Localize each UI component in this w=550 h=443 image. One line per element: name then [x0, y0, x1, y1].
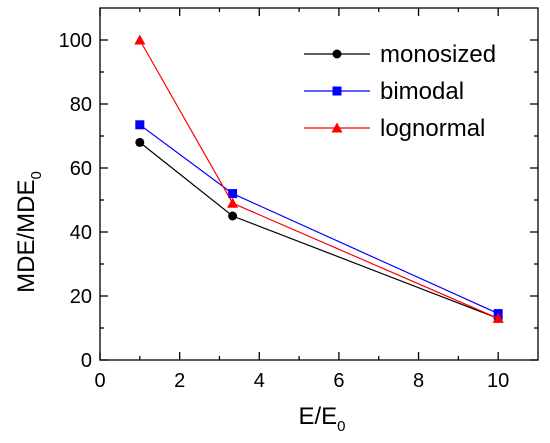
legend-label: lognormal	[380, 115, 485, 142]
series-group	[134, 34, 504, 323]
legend-item-lognormal: lognormal	[304, 115, 485, 142]
legend-label: monosized	[380, 41, 496, 68]
data-point-bimodal	[228, 189, 238, 199]
x-tick-label: 0	[94, 370, 105, 392]
series-lognormal	[134, 34, 504, 323]
data-point-bimodal	[135, 120, 145, 130]
y-tick-label: 80	[70, 94, 92, 116]
plot-area	[99, 7, 539, 361]
y-tick-label: 40	[70, 222, 92, 244]
x-tick-label: 2	[174, 370, 185, 392]
legend-marker	[331, 122, 343, 133]
series-line-monosized	[139, 141, 499, 319]
series-bimodal	[135, 120, 503, 319]
data-point-lognormal	[492, 312, 504, 323]
y-tick-label: 0	[81, 350, 92, 372]
y-tick-label: 60	[70, 158, 92, 180]
legend-item-bimodal: bimodal	[304, 78, 464, 105]
x-axis-title: E/E0	[298, 403, 345, 435]
data-point-monosized	[228, 211, 238, 221]
legend-marker	[332, 86, 342, 96]
legend-label: bimodal	[380, 78, 464, 105]
data-point-monosized	[135, 137, 145, 147]
series-monosized	[135, 137, 503, 323]
legend: monosized bimodal lognormal	[304, 41, 496, 142]
data-point-lognormal	[227, 197, 239, 208]
x-tick-label: 4	[254, 370, 265, 392]
x-tick-label: 10	[487, 370, 509, 392]
plot-frame	[99, 7, 539, 361]
series-line-bimodal	[139, 124, 499, 315]
y-axis-title: MDE/MDE0	[13, 171, 45, 293]
legend-marker	[332, 49, 342, 59]
y-tick-label: 20	[70, 286, 92, 308]
y-tick-label: 100	[59, 30, 92, 52]
x-tick-label: 6	[333, 370, 344, 392]
legend-item-monosized: monosized	[304, 41, 496, 68]
x-tick-label: 8	[413, 370, 424, 392]
data-point-lognormal	[134, 34, 146, 45]
